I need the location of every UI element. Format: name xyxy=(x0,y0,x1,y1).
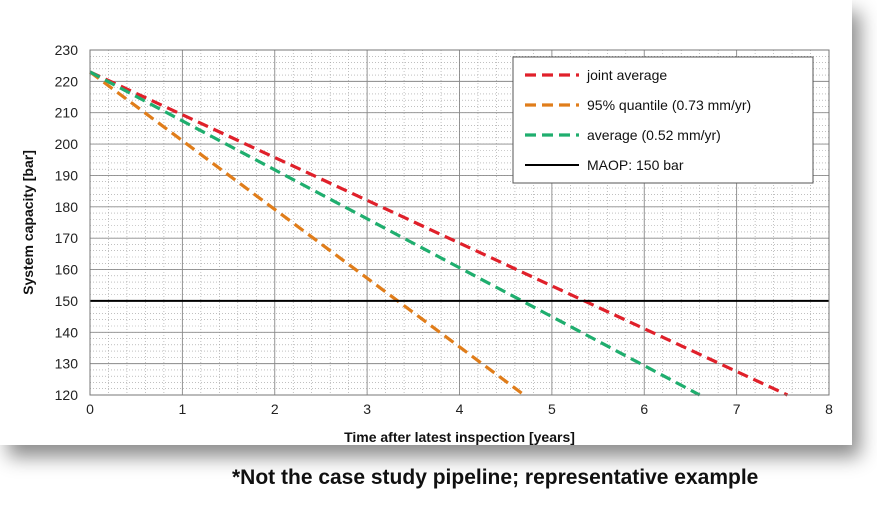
y-tick-label: 170 xyxy=(55,230,79,246)
y-tick-label: 220 xyxy=(55,73,79,89)
x-axis-title: Time after latest inspection [years] xyxy=(344,429,575,445)
y-tick-label: 200 xyxy=(55,136,79,152)
x-tick-label: 6 xyxy=(640,401,648,417)
series-line-2 xyxy=(89,70,701,397)
y-tick-label: 230 xyxy=(55,42,79,58)
x-tick-label: 0 xyxy=(86,401,94,417)
legend-box xyxy=(512,56,814,184)
legend-label-1: 95% quantile (0.73 mm/yr) xyxy=(587,97,751,113)
x-tick-label: 7 xyxy=(733,401,741,417)
legend-label-3: MAOP: 150 bar xyxy=(587,157,684,173)
y-tick-label: 120 xyxy=(55,387,79,403)
x-tick-label: 3 xyxy=(363,401,371,417)
legend: joint average 95% quantile (0.73 mm/yr) av… xyxy=(512,56,814,184)
series-line-0 xyxy=(89,70,789,397)
x-tick-label: 8 xyxy=(825,401,833,417)
legend-label-0: joint average xyxy=(586,67,667,83)
x-tick-label: 1 xyxy=(178,401,186,417)
plot-frame xyxy=(89,49,830,396)
y-tick-label: 150 xyxy=(55,293,79,309)
x-tick-label: 5 xyxy=(548,401,556,417)
y-tick-label: 210 xyxy=(55,105,79,121)
y-tick-label: 190 xyxy=(55,167,79,183)
legend-label-2: average (0.52 mm/yr) xyxy=(587,127,721,143)
line-chart: 0 1 2 3 4 5 6 7 8 120 130 140 150 160 170 180 190 200 210 2… xyxy=(20,42,833,445)
y-tick-label: 130 xyxy=(55,356,79,372)
y-tick-label: 180 xyxy=(55,199,79,215)
y-tick-label: 140 xyxy=(55,324,79,340)
chart-card: 0 1 2 3 4 5 6 7 8 120 130 140 150 160 170 180 190 200 210 2… xyxy=(20,42,834,445)
x-tick-label: 4 xyxy=(456,401,464,417)
series-line-1 xyxy=(89,70,526,397)
footnote: *Not the case study pipeline; representa… xyxy=(232,466,759,489)
tick-labels: 0 1 2 3 4 5 6 7 8 120 130 140 150 160 170 180 190 200 210 2… xyxy=(55,42,833,417)
y-axis-title: System capacity [bar] xyxy=(20,150,36,295)
series-lines xyxy=(89,70,829,397)
y-tick-label: 160 xyxy=(55,262,79,278)
x-tick-label: 2 xyxy=(271,401,279,417)
